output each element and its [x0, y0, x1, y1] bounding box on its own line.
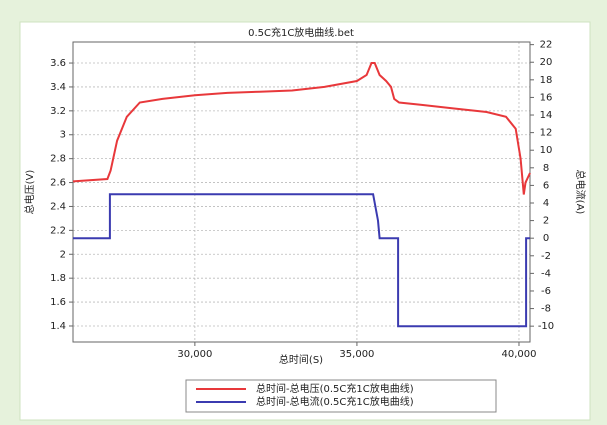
series-line	[73, 193, 530, 328]
y2-axis-label: 总电流(A)	[574, 170, 587, 215]
x-tick-label: 35,000	[339, 349, 374, 360]
y-tick-label: 3.2	[50, 106, 66, 117]
y2-tick-label: 22	[540, 40, 553, 51]
y2-tick-label: 10	[540, 145, 553, 156]
chart-title: 0.5C充1C放电曲线.bet	[248, 26, 354, 39]
y-tick-label: 1.4	[50, 321, 66, 332]
y-tick-label: 3	[60, 130, 66, 141]
y-tick-label: 2	[60, 249, 66, 260]
y-tick-label: 1.6	[50, 297, 66, 308]
x-axis-label: 总时间(S)	[279, 353, 323, 366]
y2-tick-label: 0	[543, 233, 549, 244]
y-tick-label: 2.4	[50, 201, 66, 212]
y2-tick-label: -8	[541, 304, 551, 315]
y-tick-label: 1.8	[50, 273, 66, 284]
y-tick-label: 2.2	[50, 225, 66, 236]
x-tick-label: 40,000	[501, 349, 536, 360]
legend-label: 总时间-总电压(0.5C充1C放电曲线)	[256, 382, 414, 395]
series-line	[72, 62, 531, 195]
y2-tick-label: 12	[540, 128, 553, 139]
legend	[185, 379, 497, 413]
y2-tick-label: 20	[540, 57, 553, 68]
y2-tick-label: -10	[538, 321, 554, 332]
plot-frame	[72, 41, 531, 343]
y2-tick-label: 4	[543, 198, 549, 209]
y-axis-label: 总电压(V)	[23, 170, 36, 215]
y-tick-label: 3.6	[50, 58, 66, 69]
y2-tick-label: 8	[543, 163, 549, 174]
legend-label: 总时间-总电流(0.5C充1C放电曲线)	[256, 395, 414, 408]
y-tick-label: 3.4	[50, 82, 66, 93]
y2-tick-label: -4	[541, 268, 551, 279]
x-tick-label: 30,000	[177, 349, 212, 360]
y-tick-label: 2.8	[50, 154, 66, 165]
y2-tick-label: -6	[541, 286, 551, 297]
y2-tick-label: 14	[540, 110, 553, 121]
y2-tick-label: 6	[543, 180, 549, 191]
y2-tick-label: 2	[543, 216, 549, 227]
y2-tick-label: 16	[540, 92, 553, 103]
y2-tick-label: 18	[540, 75, 553, 86]
y-tick-label: 2.6	[50, 178, 66, 189]
y2-tick-label: -2	[541, 251, 551, 262]
